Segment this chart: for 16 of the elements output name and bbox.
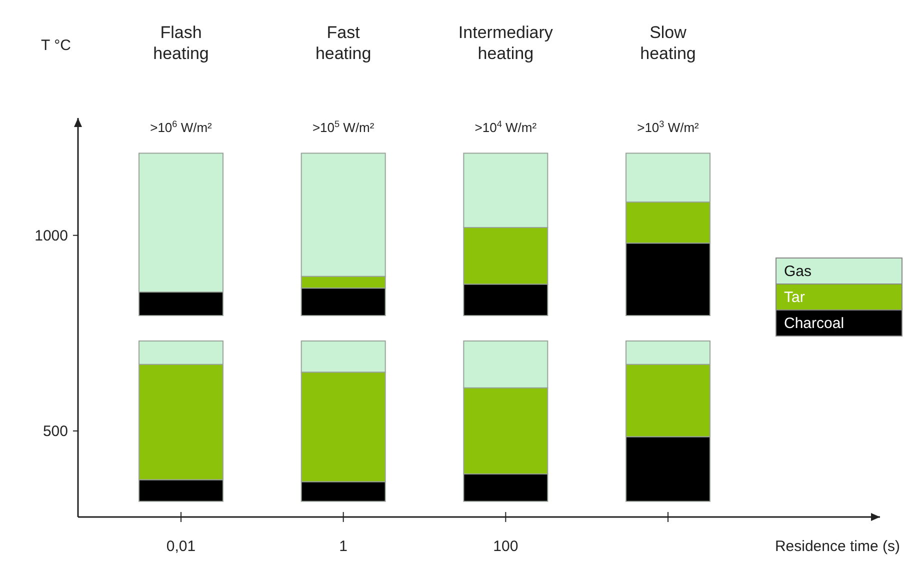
- text: Intermediary heating: [458, 23, 554, 63]
- text: Flash heating: [153, 23, 209, 63]
- annotation: >10$^{4}$ W/m²: [474, 119, 538, 135]
- x-axis-title: Residence time (s): [774, 538, 900, 555]
- annotation: >10$^{5}$ W/m²: [312, 119, 375, 135]
- annotation: >10$^{3}$ W/m²: [637, 119, 700, 135]
- text: Fast heating: [315, 23, 372, 63]
- x-tick-label: 100: [493, 538, 518, 555]
- y-tick-label: 1000: [34, 228, 68, 245]
- x-tick-label: 0,01: [166, 538, 196, 555]
- y-axis-title: T °C: [41, 37, 72, 54]
- y-tick-label: 500: [42, 423, 68, 440]
- x-tick-label: 1: [339, 538, 348, 555]
- legend: Gas Tar Charcoal: [776, 258, 902, 336]
- text: Slow heating: [640, 23, 696, 63]
- annotation: >10$^{6}$ W/m²: [150, 119, 213, 135]
